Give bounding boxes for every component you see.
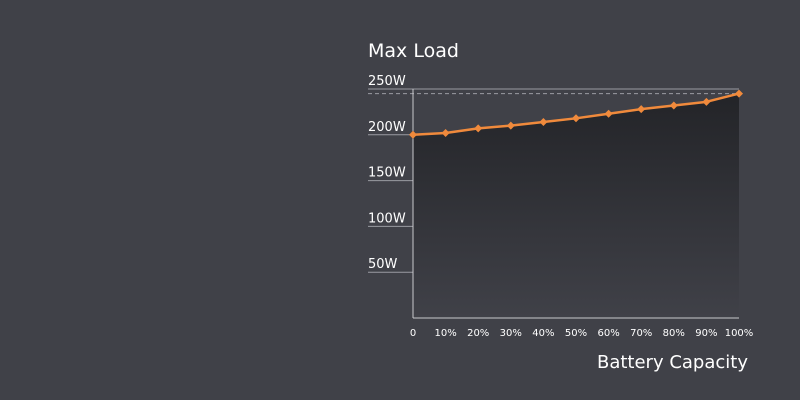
data-point	[604, 109, 613, 118]
data-point	[539, 117, 548, 126]
x-tick-label: 10%	[434, 328, 456, 339]
data-point	[669, 101, 678, 110]
marker-layer	[409, 89, 743, 139]
x-tick-label: 70%	[630, 328, 652, 339]
x-tick-label: 100%	[725, 328, 754, 339]
x-tick-label: 90%	[695, 328, 717, 339]
data-point	[474, 124, 483, 133]
x-tick-label: 0	[410, 328, 416, 339]
area-fill	[413, 93, 739, 318]
x-tick-label: 40%	[532, 328, 554, 339]
axis-layer	[412, 89, 739, 319]
y-tick-label: 50W	[368, 257, 398, 272]
x-tick-labels: 0 10% 20% 30% 40% 50% 60% 70% 80% 90% 100%	[410, 328, 753, 339]
data-point	[735, 89, 743, 98]
x-tick-label: 60%	[597, 328, 619, 339]
data-point	[637, 105, 646, 114]
y-tick-label: 200W	[368, 120, 406, 135]
data-point	[409, 130, 417, 139]
x-tick-label: 50%	[565, 328, 587, 339]
y-tick-label: 100W	[368, 211, 406, 226]
data-point	[506, 121, 515, 130]
x-tick-label: 80%	[663, 328, 685, 339]
chart-title: Max Load	[368, 40, 459, 62]
area-layer	[413, 93, 739, 318]
x-axis-title: Battery Capacity	[597, 352, 748, 373]
data-point	[572, 114, 580, 123]
y-tick-labels: 50W 100W 150W 200W 250W	[368, 74, 406, 272]
y-tick-label: 150W	[368, 166, 406, 181]
x-tick-label: 30%	[500, 328, 522, 339]
y-tick-label: 250W	[368, 74, 406, 89]
x-tick-label: 20%	[467, 328, 489, 339]
data-point	[702, 97, 711, 106]
data-point	[441, 128, 450, 137]
